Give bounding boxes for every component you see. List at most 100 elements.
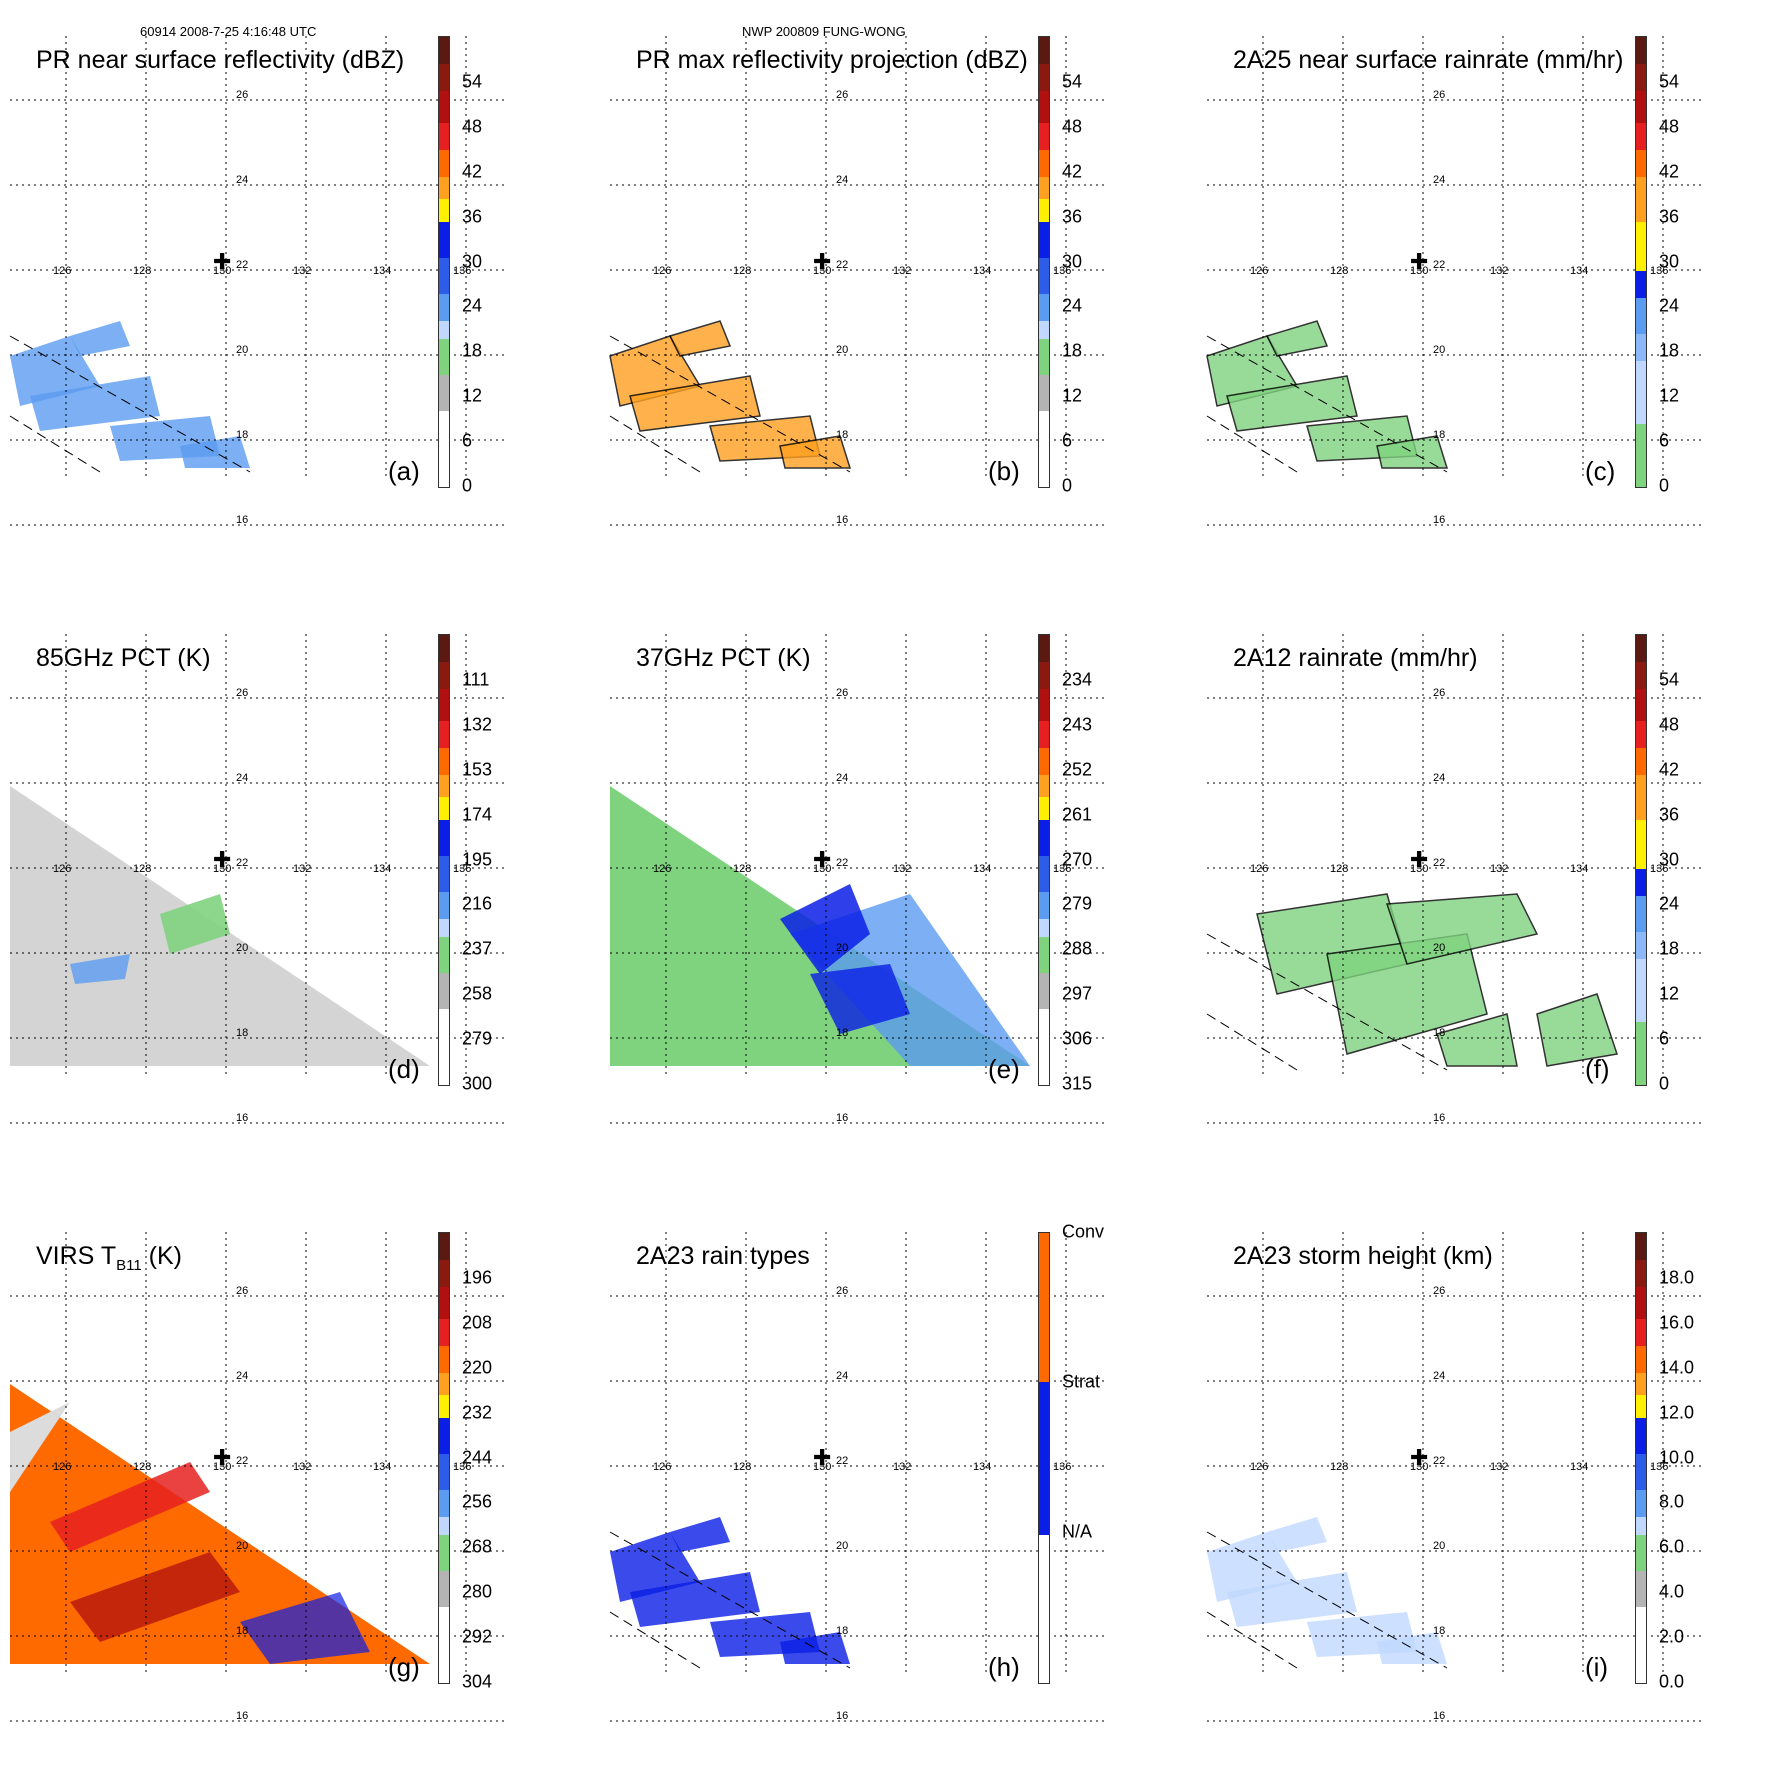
panel-title: 2A25 near surface rainrate (mm/hr)	[1233, 46, 1624, 74]
panel-label: (f)	[1585, 1054, 1610, 1084]
swath-edge	[609, 415, 701, 473]
colorbar	[438, 634, 450, 1086]
lat-label: 22	[236, 259, 248, 271]
colorbar-segment	[1636, 896, 1646, 932]
colorbar-tick: 279	[462, 1028, 493, 1049]
lon-label: 130	[813, 1461, 831, 1473]
colorbar-segment	[1636, 635, 1646, 662]
colorbar-tick: 252	[1062, 759, 1093, 780]
colorbar-segment	[1039, 720, 1049, 748]
colorbar-segment	[439, 1372, 449, 1395]
map-plot: 126 128 130 132 134 136 26 24 22 20 18 16 ✚	[609, 1232, 1105, 1722]
colorbar-segment	[439, 689, 449, 721]
lon-label: 134	[1570, 1461, 1588, 1473]
lon-label: 136	[1053, 1461, 1071, 1473]
colorbar-tick: 196	[462, 1267, 493, 1288]
storm-center-marker: ✚	[813, 250, 831, 275]
colorbar-segment	[1039, 91, 1049, 123]
colorbar-segment	[1039, 662, 1049, 689]
colorbar-tick: 54	[1659, 71, 1680, 92]
lat-label: 24	[236, 1370, 248, 1382]
lon-label: 136	[453, 863, 471, 875]
lon-label: 132	[1490, 265, 1508, 277]
colorbar-segment	[439, 122, 449, 150]
panel-label: (h)	[988, 1652, 1020, 1682]
lat-label: 24	[836, 174, 848, 186]
map-plot: 126 128 130 132 134 136 26 24 22 20 18 16 ✚	[10, 1232, 505, 1722]
colorbar-segment	[1039, 410, 1049, 487]
lon-label: 126	[53, 1461, 71, 1473]
colorbar-segment	[1636, 221, 1646, 271]
swath-field	[10, 786, 430, 1066]
lat-label: 22	[1433, 1455, 1445, 1467]
colorbar-tick: 30	[462, 251, 483, 272]
lon-label: 134	[373, 863, 391, 875]
colorbar-segment	[1636, 1570, 1646, 1607]
rain-cell	[670, 1517, 730, 1552]
colorbar-segment	[439, 1318, 449, 1346]
colorbar-tick: 261	[1062, 804, 1093, 825]
lat-label: 22	[836, 1455, 848, 1467]
colorbar	[1038, 634, 1050, 1086]
colorbar-tick: 288	[1062, 938, 1093, 959]
swath-field	[9, 321, 251, 473]
colorbar-segment	[439, 221, 449, 258]
colorbar-segment	[1039, 176, 1049, 199]
panel-a: 126 128 130 132 134 136 26 24 22 20 18 16 ✚ PR near s…	[9, 36, 530, 576]
lat-label: 16	[836, 514, 848, 526]
colorbar-segment	[1039, 1233, 1049, 1382]
lat-label: 16	[236, 1112, 248, 1124]
colorbar-segment	[439, 720, 449, 748]
colorbar-tick: 195	[462, 849, 493, 870]
lon-label: 132	[293, 863, 311, 875]
lon-label: 136	[1650, 265, 1668, 277]
colorbar-tick: 48	[1659, 714, 1680, 735]
colorbar-segment	[1039, 1008, 1049, 1085]
colorbar-segment	[439, 1606, 449, 1683]
colorbar	[1038, 36, 1050, 488]
colorbar-tick: 36	[1659, 804, 1680, 825]
panel-label: (b)	[988, 456, 1020, 486]
colorbar-segment	[1039, 635, 1049, 662]
title-subscript: B11	[116, 1257, 142, 1274]
field-patch	[160, 894, 230, 954]
colorbar-segment	[439, 257, 449, 294]
swath-edge	[609, 335, 851, 473]
colorbar-tick: 18.0	[1659, 1267, 1695, 1288]
colorbar-segment	[439, 176, 449, 199]
lat-label: 16	[1433, 514, 1445, 526]
panel-d: 126 128 130 132 134 136 26 24 22 20 18 16 ✚ 85GHz PCT…	[10, 634, 530, 1174]
colorbar-tick: 48	[1659, 116, 1680, 137]
lon-label: 136	[453, 265, 471, 277]
colorbar-tick: 315	[1062, 1073, 1093, 1094]
lat-label: 20	[836, 344, 848, 356]
panel-title: 37GHz PCT (K)	[636, 644, 811, 672]
colorbar-segment	[439, 1345, 449, 1373]
colorbar-segment	[1039, 149, 1049, 177]
lon-label: 126	[1250, 265, 1268, 277]
rain-cell	[629, 375, 761, 432]
lat-label: 26	[1433, 1285, 1445, 1297]
lat-label: 26	[236, 1285, 248, 1297]
colorbar-tick: 6	[1062, 430, 1073, 451]
colorbar-tick: 18	[1659, 938, 1680, 959]
rain-cell	[30, 376, 160, 431]
rain-cell	[1267, 1517, 1327, 1552]
colorbar-tick: 304	[462, 1671, 493, 1692]
rain-cell	[1227, 1572, 1357, 1627]
colorbar-segment	[439, 797, 449, 820]
lat-label: 20	[1433, 344, 1445, 356]
colorbar-segment	[439, 747, 449, 775]
lat-label: 24	[236, 174, 248, 186]
colorbar-tick: 153	[462, 759, 493, 780]
rain-cell	[1536, 993, 1618, 1067]
colorbar-segment	[1636, 689, 1646, 721]
colorbar-segment	[1039, 891, 1049, 919]
rain-cell	[668, 320, 732, 357]
lon-label: 134	[973, 265, 991, 277]
colorbar	[1635, 36, 1647, 488]
colorbar-tick: 42	[462, 161, 483, 182]
colorbar-tick: 18	[1659, 340, 1680, 361]
rain-cell	[1436, 1013, 1518, 1067]
swath-edge	[9, 335, 251, 473]
